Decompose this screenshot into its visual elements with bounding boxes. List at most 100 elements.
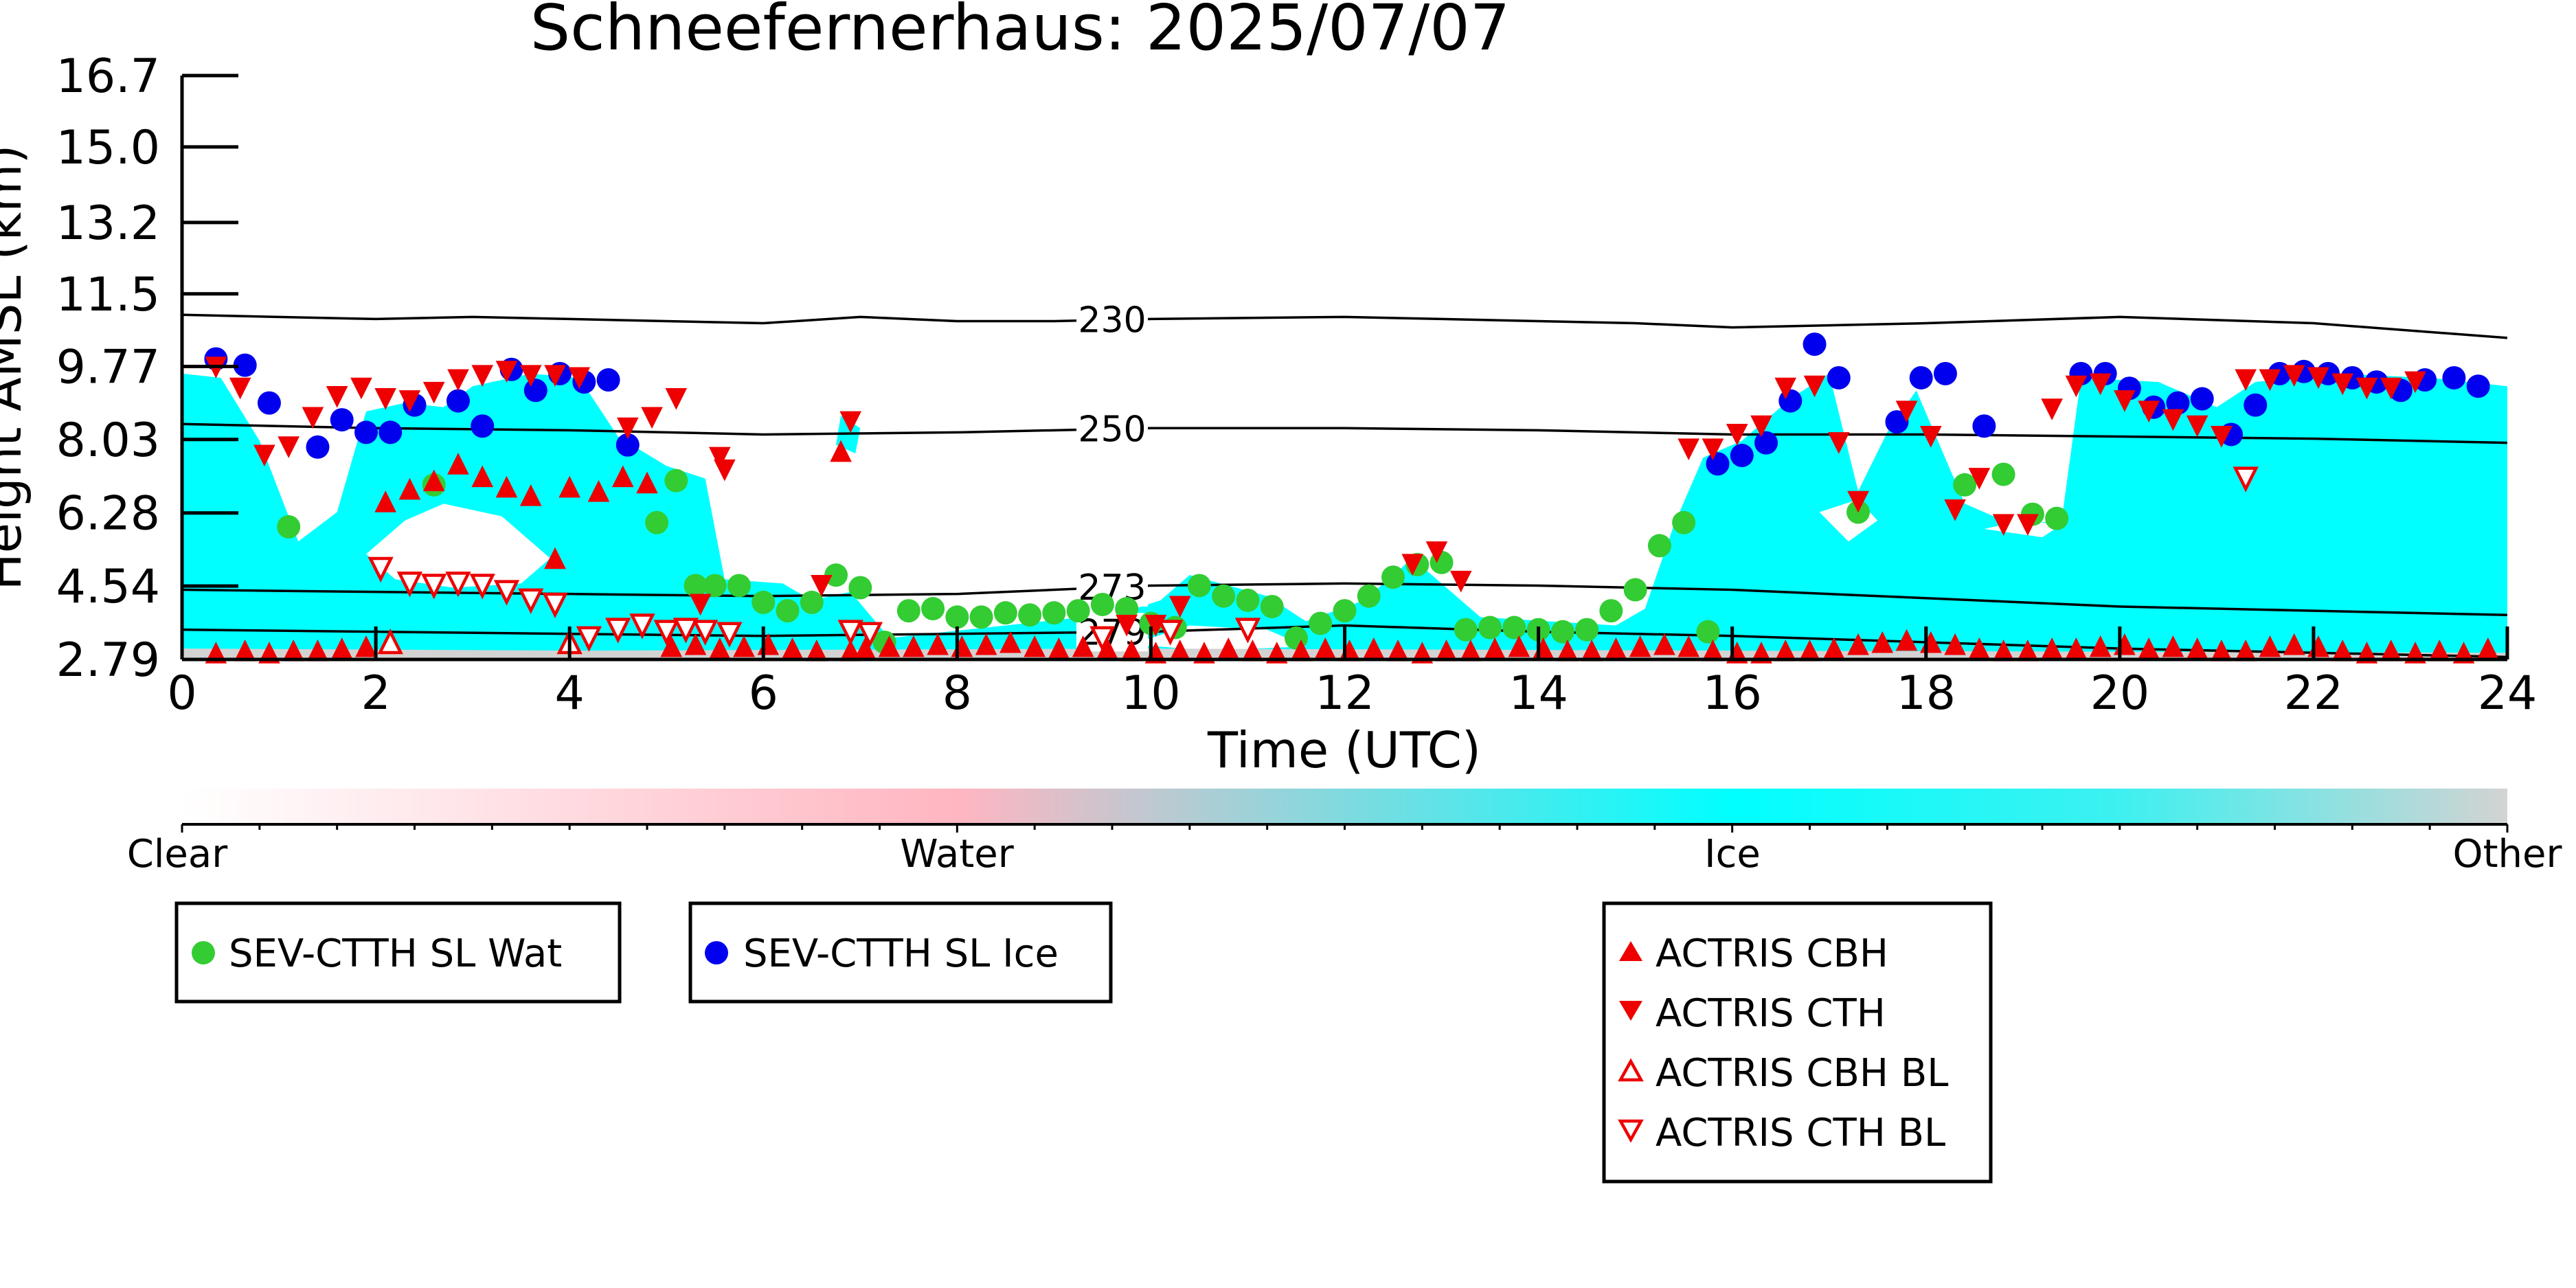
- data-point: [2190, 387, 2214, 411]
- data-point: [878, 635, 901, 657]
- data-point: [518, 588, 544, 614]
- data-point: [857, 622, 883, 648]
- data-point: [1454, 618, 1478, 642]
- data-point: [1706, 452, 1730, 476]
- legend-label-wat: SEV-CTTH SL Wat: [229, 931, 562, 976]
- data-point: [645, 510, 669, 534]
- data-point: [1677, 635, 1700, 657]
- data-point: [2211, 426, 2233, 448]
- data-point: [2259, 635, 2281, 657]
- cloud-mask-ice: [182, 373, 2507, 659]
- data-point: [1401, 554, 1424, 576]
- colorbar-gradient: [182, 789, 2507, 824]
- data-point: [811, 574, 833, 597]
- data-point: [2089, 373, 2112, 396]
- data-point: [1828, 432, 1850, 454]
- data-point: [1623, 578, 1647, 602]
- data-point: [2162, 635, 2184, 657]
- data-point: [1381, 565, 1405, 589]
- data-point: [355, 635, 377, 657]
- chart-title: Schneefernerhaus: 2025/07/07: [530, 0, 1511, 65]
- data-point: [683, 574, 708, 598]
- y-tick-label: 4.54: [56, 560, 160, 614]
- isotherm-label-bg: [1076, 300, 1148, 339]
- legend-label-ice: SEV-CTTH SL Ice: [743, 931, 1059, 976]
- data-point: [2331, 373, 2354, 396]
- data-point: [587, 479, 610, 502]
- data-point: [596, 368, 620, 392]
- data-point: [1502, 615, 1526, 640]
- data-point: [800, 590, 824, 614]
- data-point: [2089, 635, 2112, 657]
- data-point: [837, 620, 863, 646]
- data-point: [2017, 514, 2039, 536]
- data-point: [447, 453, 469, 475]
- isotherm-label: 230: [1078, 300, 1146, 341]
- data-point: [1726, 423, 1748, 446]
- x-tick-label: 22: [2284, 666, 2344, 721]
- data-point: [1919, 426, 1942, 448]
- data-point: [542, 592, 568, 618]
- data-point: [2045, 506, 2069, 530]
- data-point: [354, 420, 378, 444]
- data-point: [447, 369, 469, 392]
- data-point: [1449, 570, 1472, 593]
- colorbar-label-ice: Ice: [1704, 832, 1761, 877]
- colorbar-label-clear: Clear: [127, 832, 228, 877]
- data-point: [544, 365, 566, 387]
- data-point: [1992, 514, 2015, 536]
- x-tick-label: 10: [1121, 666, 1181, 721]
- data-point: [653, 620, 679, 646]
- data-point: [969, 605, 993, 629]
- legend-marker-cbh-bl: [1618, 1058, 1644, 1082]
- data-point: [727, 574, 751, 598]
- legend-label-cbh: ACTRIS CBH: [1656, 931, 1888, 976]
- data-point: [471, 465, 494, 488]
- data-point: [1933, 361, 1957, 385]
- x-axis-title: Time (UTC): [1207, 721, 1481, 779]
- data-point: [927, 633, 949, 655]
- legend-frame: [174, 901, 622, 1004]
- data-point: [945, 605, 969, 629]
- data-point: [611, 465, 634, 488]
- data-point: [1599, 599, 1623, 623]
- plot-axes: 0 2 4 6 8 10 12 14 16 18 20 22 24 2.794.546.288.039.…: [56, 49, 2538, 721]
- isotherm-line: [182, 582, 2507, 616]
- data-point: [1653, 633, 1675, 655]
- data-point: [519, 365, 542, 387]
- data-point: [368, 556, 394, 583]
- data-point: [2466, 374, 2490, 398]
- y-axis-title: Height AMSL (km): [0, 145, 32, 591]
- data-point: [558, 475, 580, 498]
- cloud-mask-gap: [1984, 520, 2062, 538]
- x-tick-label: 0: [167, 666, 196, 721]
- data-point: [495, 361, 518, 383]
- data-point: [1972, 414, 1996, 438]
- data-point: [1774, 377, 1797, 400]
- data-point: [568, 367, 591, 389]
- data-point: [2166, 391, 2190, 415]
- data-point: [2404, 371, 2426, 394]
- data-point: [1944, 633, 1966, 655]
- data-point: [445, 572, 471, 598]
- data-point: [1803, 332, 1827, 357]
- data-point: [1042, 601, 1066, 625]
- data-point: [2259, 369, 2281, 392]
- data-point: [350, 377, 372, 400]
- data-point: [1847, 633, 1869, 655]
- data-point: [615, 433, 640, 457]
- data-point: [1827, 365, 1851, 389]
- data-point: [422, 469, 445, 492]
- data-point: [2162, 409, 2184, 431]
- legend-marker-cbh: [1619, 941, 1642, 961]
- data-point: [1018, 603, 1042, 627]
- data-point: [848, 576, 872, 600]
- data-point: [641, 407, 663, 429]
- data-point: [495, 475, 518, 498]
- data-point: [330, 408, 354, 432]
- data-point: [278, 436, 300, 458]
- data-point: [2065, 375, 2088, 398]
- cloud-mask-gap: [365, 504, 550, 588]
- legend-box-water: SEV-CTTH SL Wat: [174, 901, 622, 1004]
